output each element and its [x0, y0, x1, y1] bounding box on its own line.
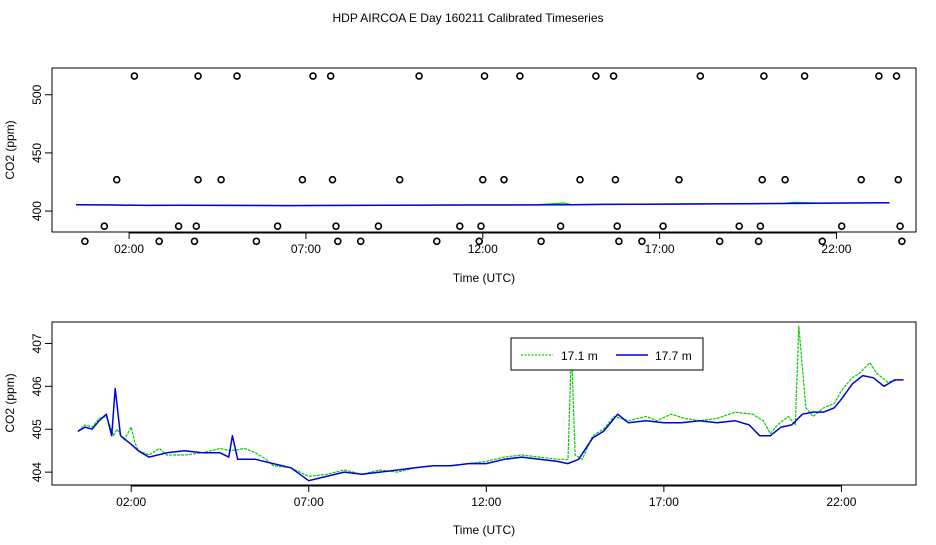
x-tick-label: 22:00	[826, 495, 856, 509]
y-tick-label: 406	[30, 376, 44, 396]
calibration-point	[480, 72, 489, 80]
calibration-point	[273, 222, 282, 230]
calibration-point	[537, 237, 545, 246]
series-line-2	[75, 202, 890, 207]
x-tick-label: 02:00	[116, 495, 146, 509]
calibration-point	[332, 222, 340, 230]
calibration-point	[130, 72, 139, 80]
calibration-point	[100, 222, 109, 230]
panel-top: 02:00 07:00 12:00 17:00 22:00 400 450 500 Time …	[3, 67, 917, 285]
calibration-point	[760, 72, 768, 80]
chart-title: HDP AIRCOA E Day 160211 Calibrated Times…	[332, 11, 603, 25]
calibration-point	[192, 222, 201, 230]
calibration-point	[415, 72, 423, 80]
calibration-point	[800, 72, 809, 80]
series-line-1	[77, 325, 899, 477]
calibration-point	[592, 72, 600, 80]
x-tick-label: 17:00	[645, 242, 675, 256]
x-tick-label: 02:00	[114, 242, 144, 256]
calibration-point	[194, 175, 202, 184]
calibration-point	[756, 222, 765, 230]
calibration-point	[659, 222, 667, 230]
calibration-point	[252, 237, 261, 246]
calibration-point	[781, 175, 789, 184]
panel-top-xlabel: Time (UTC)	[453, 271, 515, 285]
panel-top-ticks: 02:00 07:00 12:00 17:00 22:00 400 450 500	[30, 84, 852, 256]
calibration-point	[233, 72, 241, 80]
calibration-point	[475, 237, 484, 246]
calibration-point	[611, 175, 620, 184]
x-tick-label: 17:00	[649, 495, 679, 509]
series-line-2	[77, 374, 904, 482]
y-tick-label: 400	[30, 201, 44, 221]
calibration-point	[576, 175, 584, 184]
calibration-point	[217, 175, 225, 184]
panel-bottom-xlabel: Time (UTC)	[453, 523, 515, 537]
calibration-point	[857, 175, 866, 184]
y-tick-label: 500	[30, 84, 44, 104]
calibration-point	[395, 175, 404, 184]
calibration-point	[326, 72, 335, 80]
calibration-point	[818, 237, 827, 246]
legend-box	[510, 337, 704, 371]
calibration-point	[432, 237, 441, 246]
x-tick-label: 22:00	[821, 242, 851, 256]
calibration-point	[194, 72, 202, 80]
calibration-point	[478, 175, 487, 184]
calibration-point	[837, 222, 846, 230]
y-tick-label: 407	[30, 333, 44, 353]
calibration-point	[754, 237, 763, 246]
calibration-point	[898, 237, 906, 246]
calibration-point	[675, 175, 683, 184]
calibration-point	[455, 222, 464, 230]
calibration-point	[758, 175, 767, 184]
panel-top-ylabel: CO2 (ppm)	[3, 120, 17, 179]
calibration-point	[615, 237, 623, 246]
panel-bottom-ylabel: CO2 (ppm)	[3, 373, 17, 432]
calibration-point	[556, 222, 565, 230]
calibration-point	[309, 72, 317, 80]
calibration-point	[155, 237, 163, 246]
panel-bottom-marks	[77, 325, 904, 482]
calibration-point	[333, 237, 342, 246]
calibration-point	[696, 72, 705, 80]
calibration-point	[298, 175, 307, 184]
x-tick-label: 12:00	[471, 495, 501, 509]
panel-top-frame	[51, 67, 917, 233]
calibration-point	[715, 237, 724, 246]
calibration-point	[613, 222, 622, 230]
x-tick-label: 07:00	[291, 242, 321, 256]
calibration-point	[356, 237, 365, 246]
calibration-point	[174, 222, 183, 230]
panel-bottom-frame	[51, 321, 917, 486]
legend-label-17-1m: 17.1 m	[561, 349, 598, 363]
calibration-point	[609, 72, 618, 80]
y-tick-label: 404	[30, 462, 44, 482]
calibration-point	[875, 72, 883, 80]
calibration-point	[81, 237, 89, 246]
legend-label-17-7m: 17.7 m	[655, 349, 692, 363]
calibration-point	[500, 175, 508, 184]
calibration-point	[516, 72, 524, 80]
calibration-point	[190, 237, 199, 246]
x-tick-label: 12:00	[468, 242, 498, 256]
panel-top-marks	[75, 72, 906, 246]
calibration-point	[735, 222, 744, 230]
y-tick-label: 405	[30, 419, 44, 439]
y-tick-label: 450	[30, 143, 44, 163]
calibration-point	[892, 72, 901, 80]
x-tick-label: 07:00	[294, 495, 324, 509]
calibration-point	[374, 222, 383, 230]
calibration-point	[894, 175, 903, 184]
calibration-point	[638, 237, 646, 246]
panel-bottom: 02:00 07:00 12:00 17:00 22:00 404 405 406 407 Ti…	[3, 321, 917, 537]
calibration-point	[896, 222, 904, 230]
calibration-point	[477, 222, 485, 230]
calibration-point	[328, 175, 337, 184]
panel-bottom-ticks: 02:00 07:00 12:00 17:00 22:00 404 405 406 407	[30, 333, 857, 509]
legend: 17.1 m 17.7 m	[510, 337, 704, 371]
calibration-point	[112, 175, 121, 184]
